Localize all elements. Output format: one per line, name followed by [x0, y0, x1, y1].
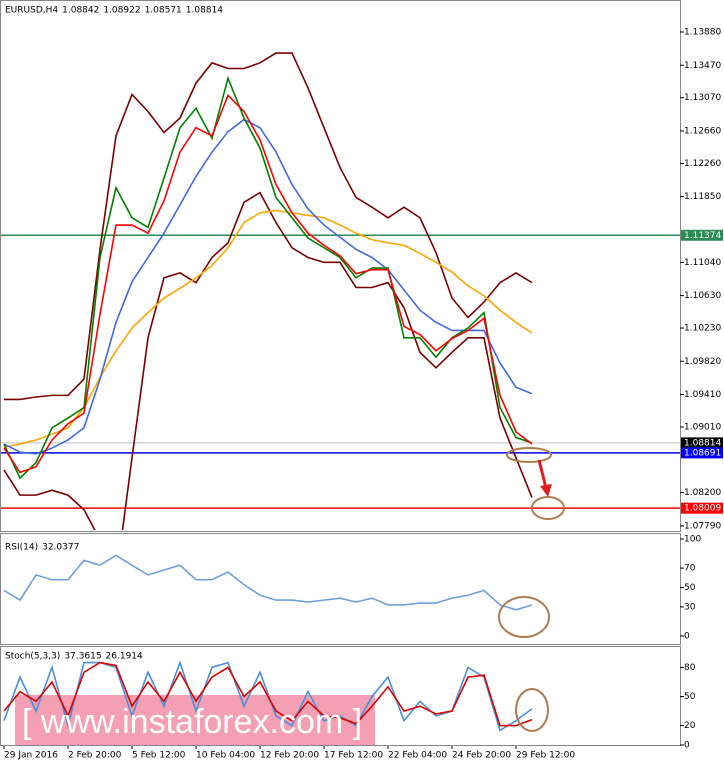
panel-value: 1.08842: [62, 6, 99, 16]
y-tick-label: 80: [684, 663, 696, 673]
panel-value: 1.08922: [103, 6, 140, 16]
y-tick-label: 1.08200: [684, 488, 721, 498]
y-tick-label: 1.13470: [684, 61, 721, 71]
series-line: [3, 75, 533, 480]
y-tick-label: 1.10630: [684, 291, 721, 301]
level-label-box: [681, 502, 723, 514]
watermark: [ www.instaforex.com ]: [22, 703, 362, 741]
panel-value: 32.0377: [42, 543, 79, 553]
series-line: [4, 52, 533, 401]
y-tick-label: 50: [684, 583, 696, 593]
annotation-arrow: [537, 459, 548, 489]
annotation-ellipse: [515, 688, 549, 732]
panel-value: 1.08814: [186, 6, 223, 16]
series-line: [3, 209, 533, 449]
x-tick-label: 17 Feb 12:00: [324, 751, 383, 761]
x-tick-label: 5 Feb 12:00: [132, 751, 186, 761]
y-tick-label: 1.11850: [684, 192, 721, 202]
series-line: [3, 93, 533, 474]
y-tick-label: 70: [684, 564, 696, 574]
panel-value: 37.3615: [64, 652, 101, 662]
plot-area: [3, 554, 533, 611]
series-line: [3, 554, 533, 611]
series-line: [3, 118, 533, 455]
level-label: 1.11374: [684, 231, 721, 241]
panel-title: EURUSD,H4: [5, 6, 58, 16]
x-tick-label: 2 Feb 20:00: [68, 751, 122, 761]
annotation-ellipse: [506, 447, 552, 463]
y-tick-label: 1.07790: [684, 521, 721, 531]
y-tick-label: 1.11040: [684, 258, 721, 268]
plot-area: [1, 52, 680, 530]
y-tick-label: 100: [684, 535, 701, 545]
y-tick-label: 1.09010: [684, 422, 721, 432]
y-tick-label: 1.13880: [684, 28, 721, 38]
y-tick-label: 1.09410: [684, 390, 721, 400]
level-label: 1.08009: [684, 504, 721, 514]
series-line: [3, 191, 533, 530]
y-tick-label: 1.09820: [684, 357, 721, 367]
level-label: 1.08691: [684, 448, 721, 458]
rsi-panel: [0, 533, 681, 645]
y-tick-label: 0: [684, 741, 690, 751]
panel-title: Stoch(5,3,3): [5, 652, 60, 662]
y-tick-label: 30: [684, 602, 696, 612]
y-tick-label: 1.12260: [684, 159, 721, 169]
annotation-ellipse: [498, 596, 550, 638]
level-label-box: [681, 447, 723, 459]
y-tick-label: 1.13070: [684, 93, 721, 103]
series-line: [3, 660, 533, 732]
y-tick-label: 1.12660: [684, 126, 721, 136]
panel-value: 26.1914: [106, 652, 143, 662]
level-label-box: [681, 229, 723, 241]
x-tick-label: 29 Jan 2016: [4, 751, 58, 761]
level-label: 1.08814: [684, 438, 721, 448]
annotation-arrowhead: [540, 484, 552, 497]
y-tick-label: 50: [684, 692, 696, 702]
y-tick-label: 20: [684, 721, 696, 731]
x-tick-label: 10 Feb 04:00: [196, 751, 255, 761]
x-tick-label: 24 Feb 20:00: [452, 751, 511, 761]
level-label-box: [681, 437, 723, 449]
y-tick-label: 1.10230: [684, 324, 721, 334]
x-tick-label: 12 Feb 20:00: [260, 751, 319, 761]
y-tick-label: 0: [684, 632, 690, 642]
x-tick-label: 29 Feb 12:00: [516, 751, 575, 761]
series-line: [3, 661, 533, 727]
main-panel: [0, 0, 681, 532]
x-tick-label: 22 Feb 04:00: [388, 751, 447, 761]
plot-area: [3, 660, 533, 732]
panel-title: RSI(14): [5, 543, 38, 553]
panel-value: 1.08571: [145, 6, 182, 16]
